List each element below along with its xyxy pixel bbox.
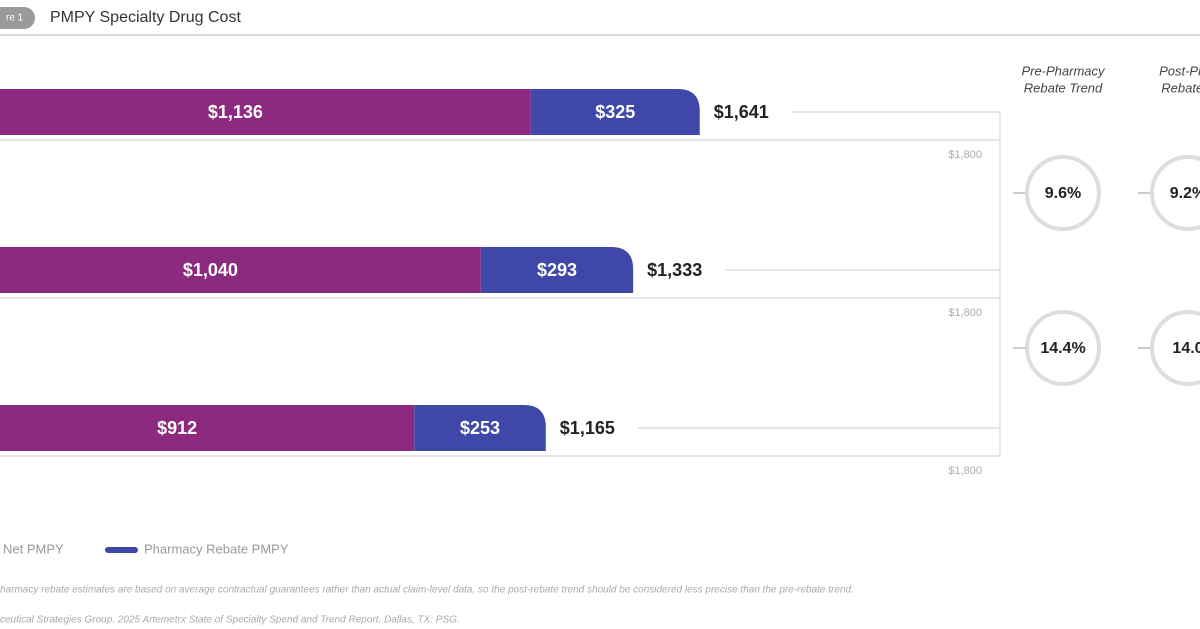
- trend-header: Post-Phar: [1159, 63, 1200, 78]
- bar-value-label: $912: [157, 418, 197, 438]
- trend-circle: [1150, 155, 1200, 231]
- bar-value-label: $1,040: [183, 260, 238, 280]
- trend-circle: [1025, 155, 1101, 231]
- trend-value: 14.4%: [1040, 340, 1085, 357]
- trend-value: 9.6%: [1045, 185, 1081, 202]
- bar-value-label: $253: [460, 418, 500, 438]
- bar-segment: [480, 247, 634, 293]
- legend-label: Pharmacy Rebate PMPY: [144, 541, 289, 556]
- bar-value-label: $325: [595, 102, 635, 122]
- bar-segment: [0, 247, 481, 293]
- legend-label: Net PMPY: [3, 541, 64, 556]
- x-tick-label: $1,800: [948, 149, 982, 161]
- figure-label: re 1: [6, 13, 24, 24]
- bar-segment: [0, 405, 415, 451]
- x-tick-label: $1,800: [948, 465, 982, 477]
- trend-value: 9.2%: [1170, 185, 1200, 202]
- trend-header: Rebate T: [1161, 80, 1200, 95]
- figure-pill: [0, 7, 35, 29]
- footnote: ceutical Strategies Group. 2025 Artemetr…: [0, 615, 460, 626]
- chart-title: PMPY Specialty Drug Cost: [50, 9, 241, 26]
- bar-value-label: $293: [537, 260, 577, 280]
- total-label: $1,333: [647, 260, 702, 280]
- bar-segment: [0, 89, 531, 135]
- footnote: harmacy rebate estimates are based on av…: [0, 585, 854, 596]
- bar-value-label: $1,136: [208, 102, 263, 122]
- total-label: $1,641: [714, 102, 769, 122]
- x-tick-label: $1,800: [948, 307, 982, 319]
- trend-circle: [1025, 310, 1101, 386]
- bar-segment: [414, 405, 546, 451]
- total-label: $1,165: [560, 418, 615, 438]
- bar-segment: [530, 89, 700, 135]
- trend-header: Pre-Pharmacy: [1021, 63, 1106, 78]
- trend-header: Rebate Trend: [1024, 80, 1103, 95]
- trend-value: 14.0: [1172, 340, 1200, 357]
- trend-circle: [1150, 310, 1200, 386]
